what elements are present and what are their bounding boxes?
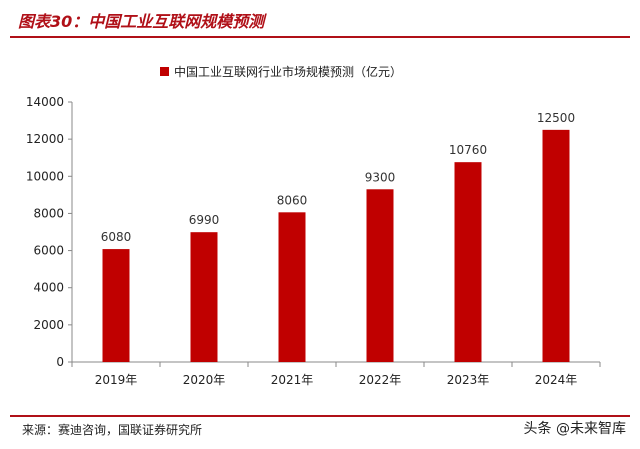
- y-tick-label: 6000: [33, 244, 64, 258]
- source-note: 来源：赛迪咨询，国联证券研究所: [22, 423, 203, 437]
- bar: [190, 232, 218, 362]
- bar: [366, 189, 394, 362]
- x-tick-label: 2022年: [359, 373, 402, 387]
- y-tick-label: 2000: [33, 318, 64, 332]
- chart-bars: 6080 6990 8060 9300 10760 12500: [101, 111, 575, 362]
- bar: [454, 162, 482, 362]
- bottom-divider: [10, 415, 630, 417]
- data-label: 12500: [537, 111, 575, 125]
- y-tick-label: 8000: [33, 206, 64, 220]
- y-tick-label: 12000: [26, 132, 64, 146]
- data-label: 10760: [449, 143, 487, 157]
- y-tick-label: 10000: [26, 169, 64, 183]
- x-tick-label: 2020年: [183, 373, 226, 387]
- data-label: 9300: [365, 170, 396, 184]
- x-tick-label: 2019年: [95, 373, 138, 387]
- chart-legend: 中国工业互联网行业市场规模预测（亿元）: [160, 64, 402, 79]
- x-tick-label: 2024年: [535, 373, 578, 387]
- figure-title: 图表30：中国工业互联网规模预测: [18, 12, 265, 31]
- bar: [102, 249, 130, 362]
- data-label: 8060: [277, 193, 308, 207]
- y-tick-label: 0: [56, 355, 64, 369]
- data-label: 6080: [101, 230, 132, 244]
- y-tick-label: 4000: [33, 281, 64, 295]
- y-tick-label: 14000: [26, 95, 64, 109]
- watermark: 头条 @未来智库: [523, 421, 626, 437]
- data-label: 6990: [189, 213, 220, 227]
- legend-swatch: [160, 67, 169, 76]
- x-tick-label: 2021年: [271, 373, 314, 387]
- bar-chart: 中国工业互联网行业市场规模预测（亿元） 0 2000 4000 6000 8000 100…: [26, 64, 601, 387]
- x-tick-label: 2023年: [447, 373, 490, 387]
- bar: [278, 212, 306, 362]
- legend-label: 中国工业互联网行业市场规模预测（亿元）: [174, 64, 402, 79]
- chart-axes: 0 2000 4000 6000 8000 10000 12000 14000 2019年 202…: [26, 95, 601, 387]
- top-divider: [10, 36, 630, 38]
- bar: [542, 129, 570, 362]
